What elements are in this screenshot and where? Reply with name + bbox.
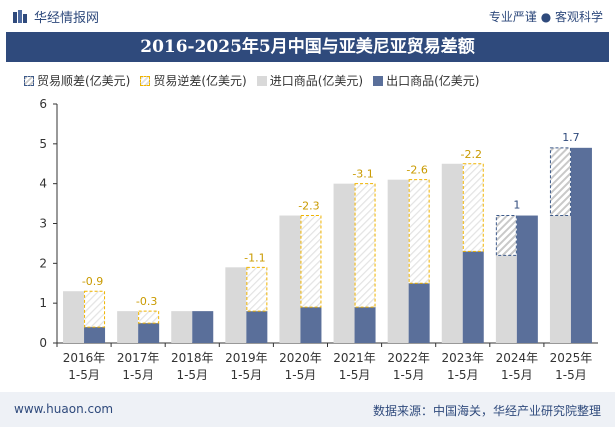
export-bar <box>138 323 160 343</box>
export-bar <box>300 307 322 343</box>
legend-swatch-deficit <box>140 75 151 86</box>
x-tick-label-sub: 1-5月 <box>393 368 425 382</box>
import-bar <box>549 215 571 343</box>
deficit-label: -2.3 <box>298 200 319 213</box>
legend-label-retention: 贸易顺差(亿美元) <box>37 74 131 88</box>
brand: 华经情报网 <box>12 7 99 26</box>
y-tick-label: 2 <box>39 256 47 270</box>
deficit-bar <box>84 290 106 328</box>
bar-chart: 01234562016年1-5月-0.92017年1-5月-0.32018年1-… <box>39 97 598 382</box>
deficit-bar <box>138 310 160 324</box>
legend-item-import: 进口商品(亿美元) <box>256 72 364 89</box>
deficit-bar <box>354 183 376 308</box>
export-bar <box>354 307 376 343</box>
export-bar <box>516 215 538 343</box>
x-tick-label: 2025年 <box>550 351 593 365</box>
footer: www.huaon.com 数据来源：中国海关，华经产业研究院整理 <box>0 392 615 427</box>
legend-item-export: 出口商品(亿美元) <box>373 72 480 89</box>
legend-item-deficit: 贸易逆差(亿美元) <box>140 72 247 89</box>
x-tick-label-sub: 1-5月 <box>122 368 154 382</box>
legend-swatch-retention <box>24 75 34 86</box>
y-tick-label: 5 <box>39 137 47 151</box>
import-bar <box>63 291 85 343</box>
import-bar <box>333 183 355 343</box>
export-bar <box>570 147 592 343</box>
export-bar <box>408 283 430 343</box>
import-bar <box>171 311 193 343</box>
export-bar <box>462 251 484 343</box>
x-tick-label: 2024年 <box>496 351 539 365</box>
deficit-label: -1.1 <box>244 251 265 264</box>
import-bar <box>441 163 463 343</box>
y-tick-label: 0 <box>39 336 47 350</box>
y-tick-label: 6 <box>39 97 47 111</box>
legend: 贸易顺差(亿美元) 贸易逆差(亿美元) 进口商品(亿美元) 出口商品(亿美元) <box>24 72 480 89</box>
x-tick-label: 2019年 <box>225 351 268 365</box>
deficit-label: -2.2 <box>461 148 482 161</box>
surplus-label: 1.7 <box>562 131 580 144</box>
legend-item-retention: 贸易顺差(亿美元) <box>24 72 130 89</box>
deficit-bar <box>246 266 268 312</box>
x-tick-label: 2017年 <box>117 351 160 365</box>
export-bar <box>84 327 106 343</box>
x-tick-label: 2021年 <box>333 351 376 365</box>
y-tick-label: 3 <box>39 217 47 231</box>
deficit-bar <box>408 179 430 284</box>
import-bar <box>117 311 139 343</box>
x-tick-label-sub: 1-5月 <box>68 368 100 382</box>
x-tick-label-sub: 1-5月 <box>501 368 533 382</box>
x-tick-label-sub: 1-5月 <box>555 368 587 382</box>
deficit-bar <box>300 215 322 308</box>
deficit-bar <box>462 163 484 252</box>
export-bar <box>192 311 214 343</box>
footer-source: 数据来源：中国海关，华经产业研究院整理 <box>372 404 601 418</box>
chart-title: 2016-2025年5月中国与亚美尼亚贸易差额 <box>6 32 609 62</box>
brand-name: 华经情报网 <box>34 11 100 26</box>
import-bar <box>495 255 517 343</box>
x-tick-label-sub: 1-5月 <box>339 368 371 382</box>
y-tick-label: 1 <box>39 296 47 310</box>
x-tick-label: 2020年 <box>279 351 322 365</box>
import-bar <box>279 215 301 343</box>
surplus-bar <box>549 147 571 217</box>
import-bar <box>387 179 409 343</box>
y-tick-label: 4 <box>39 177 47 191</box>
legend-label-deficit: 贸易逆差(亿美元) <box>153 74 247 88</box>
export-bar <box>246 311 268 343</box>
x-tick-label: 2023年 <box>441 351 484 365</box>
deficit-label: -0.9 <box>82 275 103 288</box>
legend-label-import: 进口商品(亿美元) <box>269 74 364 88</box>
legend-swatch-export <box>373 75 384 86</box>
surplus-label: 1 <box>513 199 520 212</box>
x-tick-label: 2016年 <box>63 351 106 365</box>
x-tick-label-sub: 1-5月 <box>285 368 317 382</box>
slogan: 专业严谨 ● 客观科学 <box>488 10 603 24</box>
deficit-label: -2.6 <box>406 164 427 177</box>
footer-url: www.huaon.com <box>14 402 114 416</box>
x-tick-label-sub: 1-5月 <box>447 368 479 382</box>
logo-icon <box>13 9 27 23</box>
deficit-label: -3.1 <box>352 168 373 181</box>
x-tick-label-sub: 1-5月 <box>231 368 263 382</box>
deficit-label: -0.3 <box>136 295 157 308</box>
x-tick-label: 2022年 <box>387 351 430 365</box>
legend-swatch-import <box>256 75 267 86</box>
legend-label-export: 出口商品(亿美元) <box>386 74 480 88</box>
x-tick-label-sub: 1-5月 <box>176 368 208 382</box>
surplus-bar <box>495 215 517 256</box>
import-bar <box>225 267 247 343</box>
top-bar: 华经情报网 专业严谨 ● 客观科学 <box>0 0 615 32</box>
x-tick-label: 2018年 <box>171 351 214 365</box>
